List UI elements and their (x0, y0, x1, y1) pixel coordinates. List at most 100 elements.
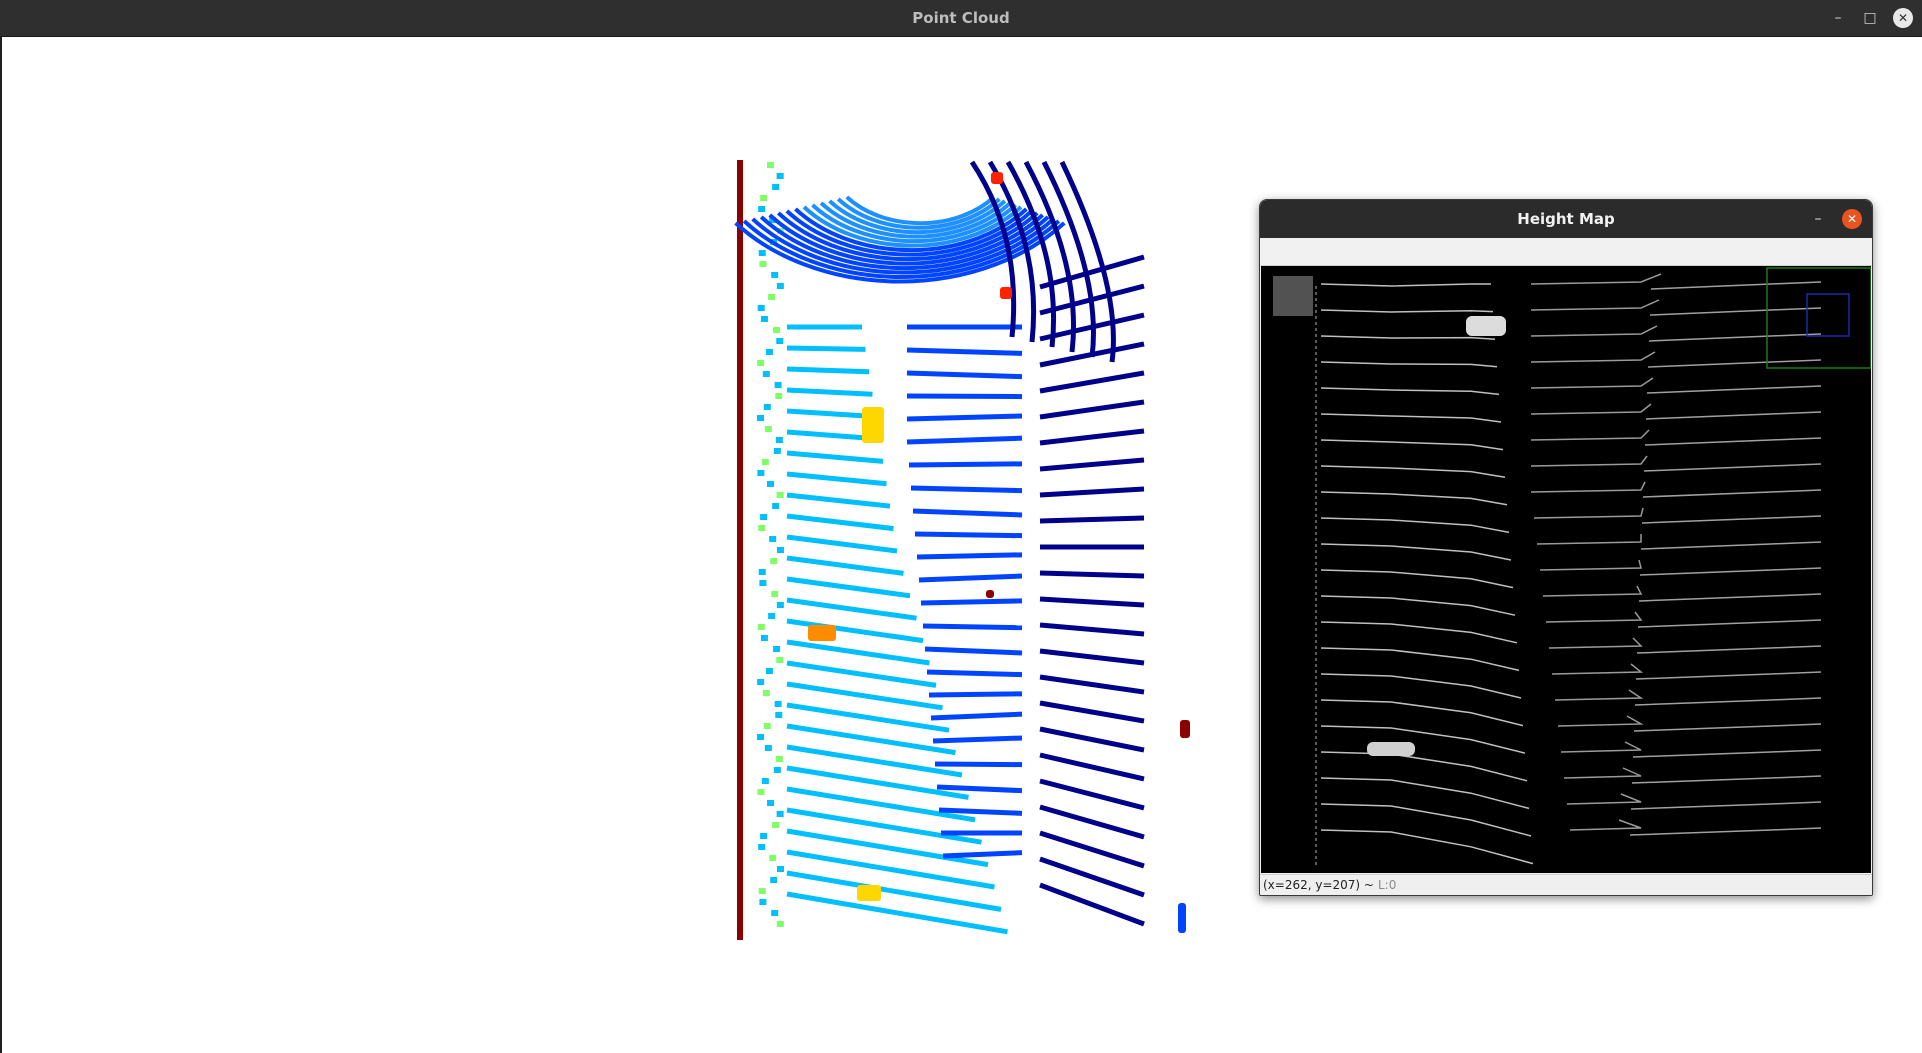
scan-line (786, 828, 989, 868)
scan-line (786, 513, 894, 532)
height-map-render[interactable] (1261, 266, 1872, 873)
scan-line (916, 552, 1023, 560)
height-line (1642, 489, 1822, 498)
scan-line (922, 623, 1023, 631)
height-map-image[interactable] (1261, 266, 1872, 873)
height-line (1320, 699, 1524, 727)
height-map-lines (1273, 267, 1872, 866)
close-icon[interactable]: ✕ (1893, 8, 1913, 28)
height-line (1530, 299, 1660, 311)
point (776, 338, 784, 344)
scan-line (914, 531, 1023, 539)
height-line (1320, 543, 1512, 561)
main-window-titlebar[interactable]: Point Cloud – □ ✕ (0, 0, 1922, 37)
point-cloud-scans (734, 160, 1190, 940)
scan-line (924, 646, 1023, 656)
main-window-title: Point Cloud (912, 9, 1010, 27)
point (758, 888, 766, 894)
point (764, 426, 772, 432)
point (762, 690, 770, 696)
height-line (1320, 725, 1526, 754)
point-cloud-render[interactable] (2, 37, 1922, 1053)
scan-line (786, 534, 898, 554)
height-line (1638, 593, 1822, 602)
detected-object (808, 625, 836, 641)
height-line (1634, 697, 1822, 706)
height-line (1320, 621, 1518, 644)
height-line (1647, 359, 1822, 368)
point (757, 679, 765, 685)
scan-ring (759, 215, 1050, 271)
point (758, 844, 766, 850)
height-line (1631, 775, 1822, 784)
height-line (1646, 385, 1822, 394)
height-map-titlebar[interactable]: Height Map – ✕ (1260, 200, 1872, 238)
height-line (1542, 585, 1643, 597)
height-line (1530, 403, 1652, 415)
scan-line (928, 691, 1023, 698)
minimize-icon[interactable]: – (1834, 10, 1842, 26)
point (760, 833, 768, 839)
point (764, 745, 772, 751)
point (771, 910, 779, 916)
scan-line (918, 573, 1023, 583)
height-line (1530, 273, 1662, 285)
point (771, 272, 779, 278)
height-line (1648, 333, 1822, 342)
height-line (1320, 673, 1522, 699)
minimize-icon[interactable]: – (1814, 211, 1822, 227)
point (758, 525, 766, 531)
point (776, 866, 784, 872)
pixel-level: L:0 (1377, 878, 1397, 892)
scan-line (936, 784, 1023, 794)
point (773, 767, 781, 773)
minimap-viewport[interactable] (1806, 293, 1850, 337)
scan-line (906, 393, 1023, 400)
scan-arc (1023, 160, 1076, 353)
close-icon[interactable]: ✕ (1842, 209, 1862, 229)
scan-line (906, 370, 1023, 380)
point (765, 668, 773, 674)
point (775, 712, 783, 718)
scan-line (786, 681, 943, 711)
scan-ring (742, 219, 1061, 279)
detected-object (991, 172, 1003, 184)
scan-ring (768, 213, 1044, 266)
height-line (1320, 569, 1514, 589)
point (759, 580, 767, 586)
point (758, 569, 766, 575)
height-line (1320, 751, 1528, 782)
scan-ring (836, 197, 1001, 230)
height-line (1320, 829, 1534, 865)
scan-line (920, 598, 1023, 606)
height-blob (1367, 742, 1415, 756)
height-map-title: Height Map (1517, 210, 1615, 228)
scan-line (1039, 570, 1145, 579)
scan-line (786, 639, 930, 666)
scan-line (786, 891, 1008, 935)
scan-line (930, 711, 1023, 721)
scan-line (938, 807, 1023, 816)
scan-line (1039, 700, 1145, 724)
point (760, 195, 768, 201)
height-map-toolbar (1260, 238, 1872, 266)
maximize-icon[interactable]: □ (1863, 10, 1877, 26)
scan-line (1039, 596, 1145, 608)
point (772, 184, 780, 190)
height-map-window[interactable]: Height Map – ✕ (x=262, y=207) ~ L:0 (1259, 199, 1873, 896)
scan-line (926, 669, 1023, 678)
point (776, 547, 784, 553)
scan-ring (794, 207, 1028, 253)
height-line (1639, 567, 1822, 576)
detected-object (986, 590, 994, 598)
point (761, 459, 769, 465)
height-line (1530, 325, 1658, 337)
height-line (1569, 819, 1642, 831)
height-line (1629, 827, 1822, 836)
point (761, 778, 769, 784)
scan-line (786, 366, 870, 375)
scan-line (786, 345, 866, 352)
scan-line (912, 508, 1023, 518)
height-line (1633, 723, 1822, 732)
scan-line (1039, 726, 1145, 753)
